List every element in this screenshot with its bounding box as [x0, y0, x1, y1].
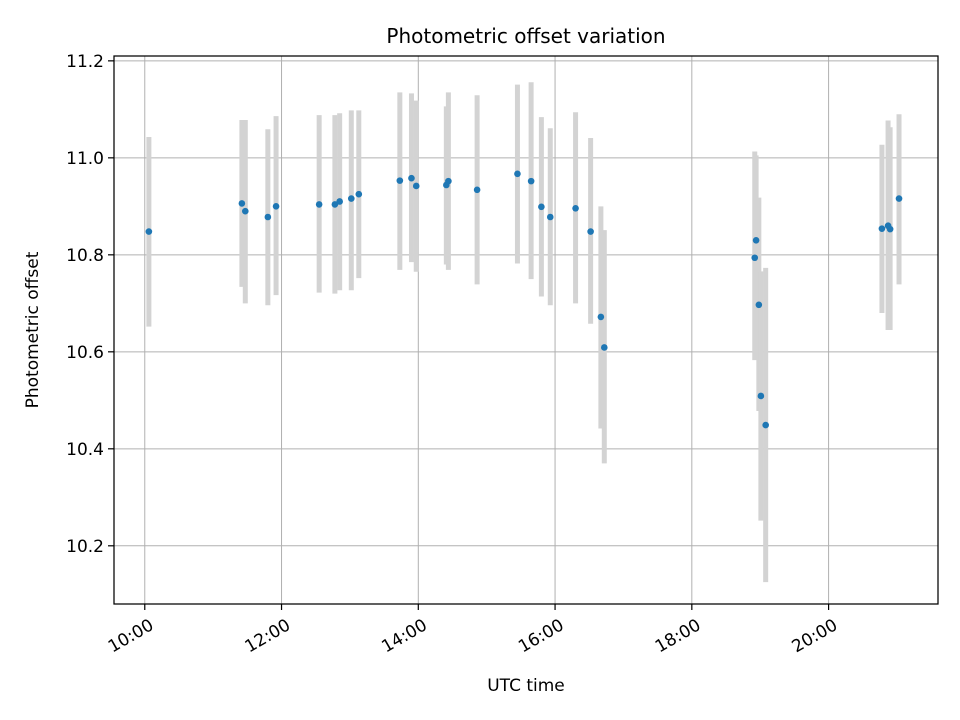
data-point	[878, 225, 886, 232]
y-tick-label: 10.4	[66, 440, 104, 460]
y-tick-label: 10.2	[66, 537, 104, 557]
data-point	[757, 392, 765, 400]
data-point	[264, 213, 272, 221]
data-point	[597, 313, 605, 321]
data-point	[473, 186, 481, 194]
y-axis-title: Photometric offset	[23, 251, 43, 408]
data-point	[751, 254, 759, 262]
data-point	[600, 344, 608, 351]
data-point	[272, 203, 280, 210]
plot-frame	[113, 55, 939, 605]
data-point	[527, 177, 535, 185]
data-point	[572, 204, 579, 212]
data-point	[396, 177, 404, 184]
data-point	[445, 177, 452, 185]
y-tick-label: 11.2	[66, 52, 104, 72]
x-axis-title: UTC time	[487, 676, 565, 696]
y-tick-label: 10.8	[66, 246, 104, 266]
y-tick-label: 10.6	[66, 343, 104, 363]
data-point	[514, 170, 521, 178]
data-point	[546, 213, 554, 221]
data-point	[752, 236, 760, 244]
data-point	[241, 207, 249, 215]
data-point	[347, 195, 355, 202]
data-point	[238, 200, 246, 207]
data-point	[315, 201, 323, 208]
plot-area	[114, 56, 938, 604]
data-point	[762, 421, 769, 429]
data-point	[886, 225, 894, 233]
data-point	[538, 203, 545, 211]
data-point	[755, 301, 763, 309]
data-points	[145, 170, 903, 429]
data-point	[587, 228, 594, 235]
data-point	[895, 195, 903, 202]
chart-title: Photometric offset variation	[386, 24, 665, 48]
data-point	[408, 174, 415, 182]
data-point	[331, 201, 339, 208]
y-tick-label: 11.0	[66, 149, 104, 169]
y-axis-ticks: 10.2 10.4 10.6 10.8 11.0 11.2	[66, 52, 114, 557]
data-point	[336, 198, 343, 205]
data-point	[412, 182, 420, 190]
data-point	[145, 228, 153, 235]
data-point	[355, 190, 363, 198]
